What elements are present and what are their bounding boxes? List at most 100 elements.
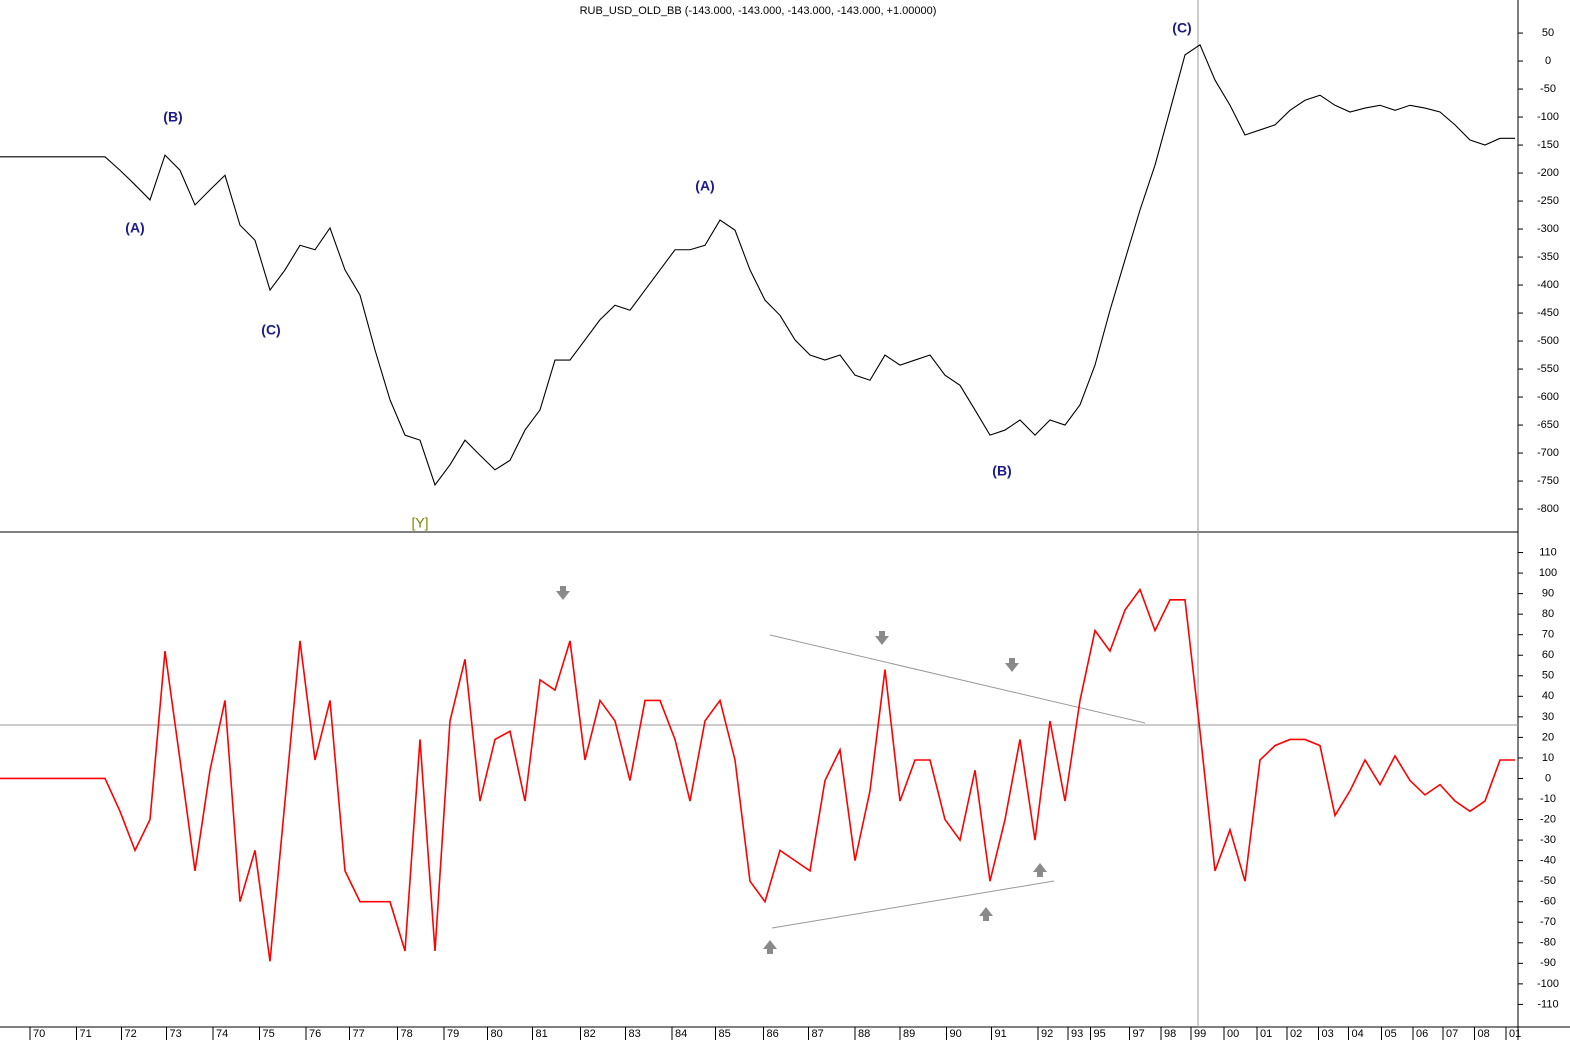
wave-label: (A)	[125, 220, 144, 236]
x-tick-label: 72	[125, 1028, 137, 1040]
x-tick-label: 07	[1446, 1028, 1458, 1040]
y-tick-label: -750	[1537, 475, 1559, 487]
x-tick-label: 90	[950, 1028, 962, 1040]
x-tick-label: 92	[1041, 1028, 1053, 1040]
y-tick-label: -150	[1537, 139, 1559, 151]
wave-label: [Y]	[411, 515, 428, 531]
y-tick-label: 60	[1542, 649, 1554, 661]
x-tick-label: 99	[1194, 1028, 1206, 1040]
y-tick-label: -90	[1540, 957, 1556, 969]
x-tick-label: 02	[1290, 1028, 1302, 1040]
chart-title: RUB_USD_OLD_BB (-143.000, -143.000, -143…	[580, 5, 937, 17]
trend-line	[769, 634, 1146, 724]
y-tick-label: -200	[1537, 167, 1559, 179]
x-tick-label: 97	[1133, 1028, 1145, 1040]
y-tick-label: -450	[1537, 307, 1559, 319]
x-tick-label: 78	[401, 1028, 413, 1040]
arrows	[556, 586, 1047, 954]
wave-label: (B)	[163, 109, 182, 125]
y-tick-label: 0	[1545, 55, 1551, 67]
x-tick-label: 00	[1227, 1028, 1239, 1040]
wave-label: (C)	[261, 322, 280, 338]
wave-label: (B)	[992, 463, 1011, 479]
wave-label: (A)	[695, 178, 714, 194]
y-tick-label: 90	[1542, 588, 1554, 600]
x-tick-label: 89	[903, 1028, 915, 1040]
y-tick-label: -700	[1537, 447, 1559, 459]
y-tick-label: -110	[1537, 998, 1558, 1010]
x-tick-label: 05	[1385, 1028, 1397, 1040]
y-tick-label: 10	[1542, 752, 1554, 764]
x-tick-label: 83	[629, 1028, 641, 1040]
x-tick-label: 71	[80, 1028, 92, 1040]
x-tick-label: 85	[719, 1028, 731, 1040]
y-tick-label: -50	[1540, 83, 1556, 95]
x-tick-label: 08	[1478, 1028, 1490, 1040]
y-tick-label: 100	[1539, 567, 1557, 579]
x-tick-label: 81	[536, 1028, 548, 1040]
x-tick-label: 75	[263, 1028, 275, 1040]
x-tick-label: 80	[491, 1028, 503, 1040]
series-line	[0, 43, 1515, 487]
y-tick-label: -550	[1537, 363, 1559, 375]
x-tick-label: 76	[309, 1028, 321, 1040]
x-tick-label: 06	[1416, 1028, 1428, 1040]
y-tick-label: -800	[1537, 503, 1559, 515]
x-tick-label: 03	[1322, 1028, 1334, 1040]
x-tick-label: 82	[584, 1028, 596, 1040]
x-tick-label: 88	[858, 1028, 870, 1040]
down-arrow	[556, 586, 570, 600]
x-tick-label: 98	[1164, 1028, 1176, 1040]
wave-label: (C)	[1172, 20, 1191, 36]
up-arrow	[763, 940, 777, 954]
y-tick-label: -350	[1537, 251, 1559, 263]
y-tick-label: -20	[1540, 813, 1556, 825]
x-tick-label: 79	[447, 1028, 459, 1040]
x-tick-label: 95	[1094, 1028, 1106, 1040]
x-tick-label: 93	[1071, 1028, 1083, 1040]
y-tick-label: -60	[1540, 896, 1556, 908]
x-tick-label: 84	[675, 1028, 687, 1040]
y-tick-label: -400	[1537, 279, 1559, 291]
y-tick-label: -100	[1537, 111, 1559, 123]
y-tick-label: 110	[1539, 546, 1557, 558]
x-tick-label: 77	[353, 1028, 365, 1040]
x-tick-label: 04	[1352, 1028, 1364, 1040]
x-tick-label: 86	[767, 1028, 779, 1040]
y-tick-label: -100	[1537, 978, 1559, 990]
y-tick-label: -40	[1540, 855, 1556, 867]
y-tick-label: -600	[1537, 391, 1559, 403]
y-tick-label: 70	[1542, 629, 1554, 641]
y-tick-label: -70	[1540, 916, 1556, 928]
x-tick-label: 73	[170, 1028, 182, 1040]
down-arrow	[875, 631, 889, 645]
y-tick-label: 30	[1542, 711, 1554, 723]
y-tick-label: 80	[1542, 608, 1554, 620]
y-tick-label: -650	[1537, 419, 1559, 431]
y-tick-label: -30	[1540, 834, 1556, 846]
y-tick-label: 50	[1542, 27, 1554, 39]
x-tick-label: 70	[33, 1028, 45, 1040]
x-tick-label: 01	[1260, 1028, 1272, 1040]
y-tick-label: 50	[1542, 670, 1554, 682]
x-tick-label: 74	[216, 1028, 228, 1040]
y-tick-label: 40	[1542, 690, 1554, 702]
series-line	[0, 587, 1515, 962]
down-arrow	[1005, 658, 1019, 672]
y-tick-label: -80	[1540, 937, 1556, 949]
y-tick-label: -300	[1537, 223, 1559, 235]
up-arrow	[1033, 863, 1047, 877]
y-tick-label: -250	[1537, 195, 1559, 207]
y-tick-label: -10	[1540, 793, 1556, 805]
trend-line	[771, 880, 1055, 929]
y-tick-label: -500	[1537, 335, 1559, 347]
y-tick-label: 0	[1545, 772, 1551, 784]
y-tick-label: -50	[1540, 875, 1556, 887]
x-tick-label: 01	[1509, 1028, 1521, 1040]
x-tick-label: 91	[995, 1028, 1007, 1040]
annotations: (A) (B) (C) [Y] (A) (B) (C)	[125, 20, 1191, 531]
up-arrow	[979, 907, 993, 921]
y-tick-label: 20	[1542, 731, 1554, 743]
x-tick-label: 87	[812, 1028, 824, 1040]
